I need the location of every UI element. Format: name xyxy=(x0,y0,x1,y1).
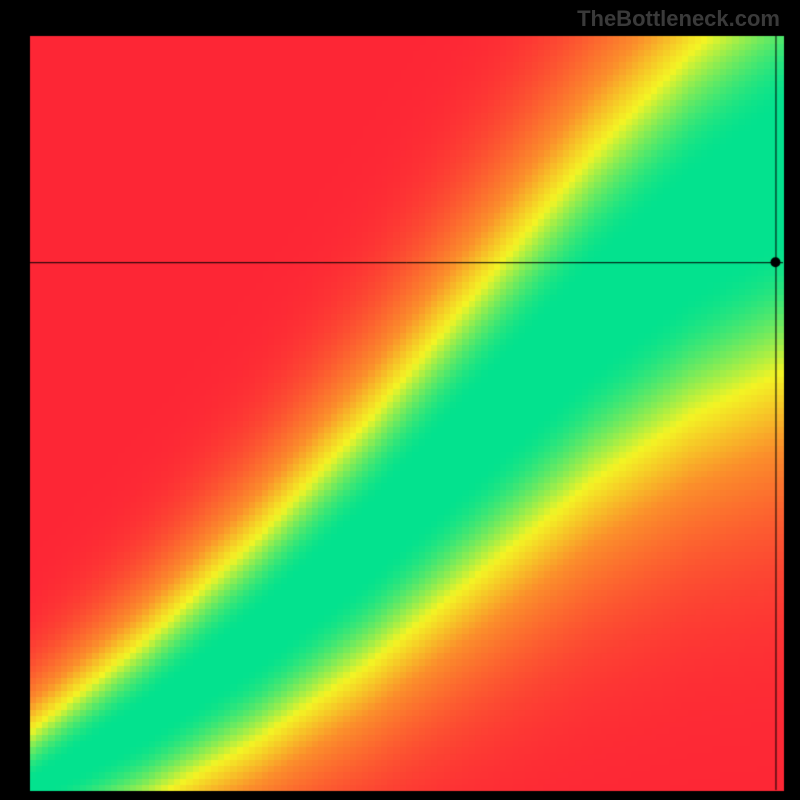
bottleneck-heatmap xyxy=(0,0,800,800)
watermark-text: TheBottleneck.com xyxy=(577,6,780,32)
chart-container: TheBottleneck.com xyxy=(0,0,800,800)
